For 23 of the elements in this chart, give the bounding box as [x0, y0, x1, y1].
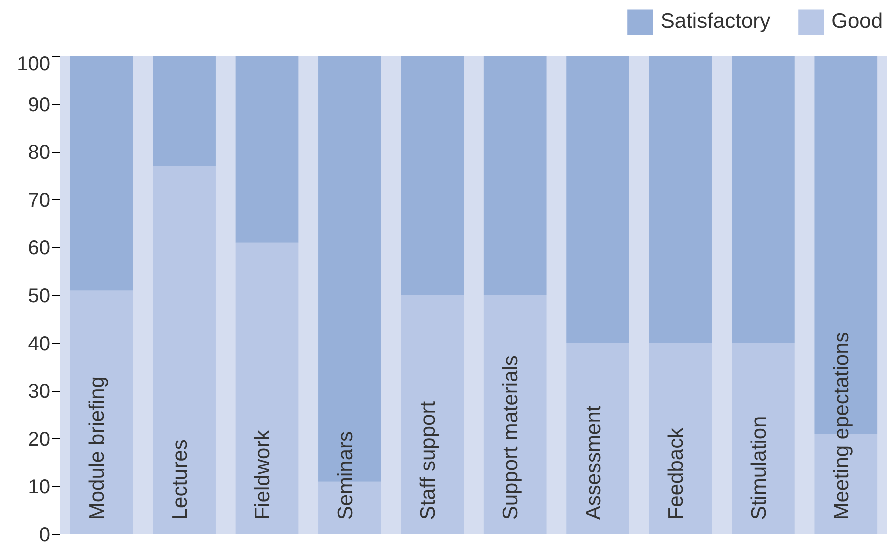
y-tick-label: 30 — [28, 381, 51, 404]
y-tick-label: 10 — [28, 476, 51, 499]
y-tick-label: 60 — [28, 238, 51, 260]
y-tick-label: 0 — [39, 524, 50, 546]
y-tick-label: 100 — [17, 54, 51, 76]
x-tick-label: Staff support — [417, 401, 440, 520]
x-tick-label: Fieldwork — [252, 430, 275, 520]
x-tick-label: Feedback — [665, 427, 688, 520]
y-tick-label: 40 — [28, 333, 51, 356]
y-tick-label: 90 — [28, 94, 51, 116]
x-tick-label: Meeting epectations — [830, 332, 854, 520]
x-tick-label: Assessment — [582, 406, 606, 520]
y-tick-label: 20 — [28, 428, 51, 451]
x-tick-label: Support materials — [500, 356, 523, 520]
x-tick-label: Lectures — [168, 440, 192, 520]
x-tick-label: Stimulation — [748, 416, 771, 520]
legend-label: Satisfactory — [660, 10, 771, 34]
y-tick-label: 50 — [28, 286, 51, 308]
legend-label: Good — [832, 10, 883, 34]
x-tick-label: Module briefing — [86, 376, 110, 520]
y-tick-label: 70 — [28, 190, 51, 212]
y-tick-label: 80 — [28, 142, 51, 164]
x-tick-label: Seminars — [334, 431, 358, 520]
